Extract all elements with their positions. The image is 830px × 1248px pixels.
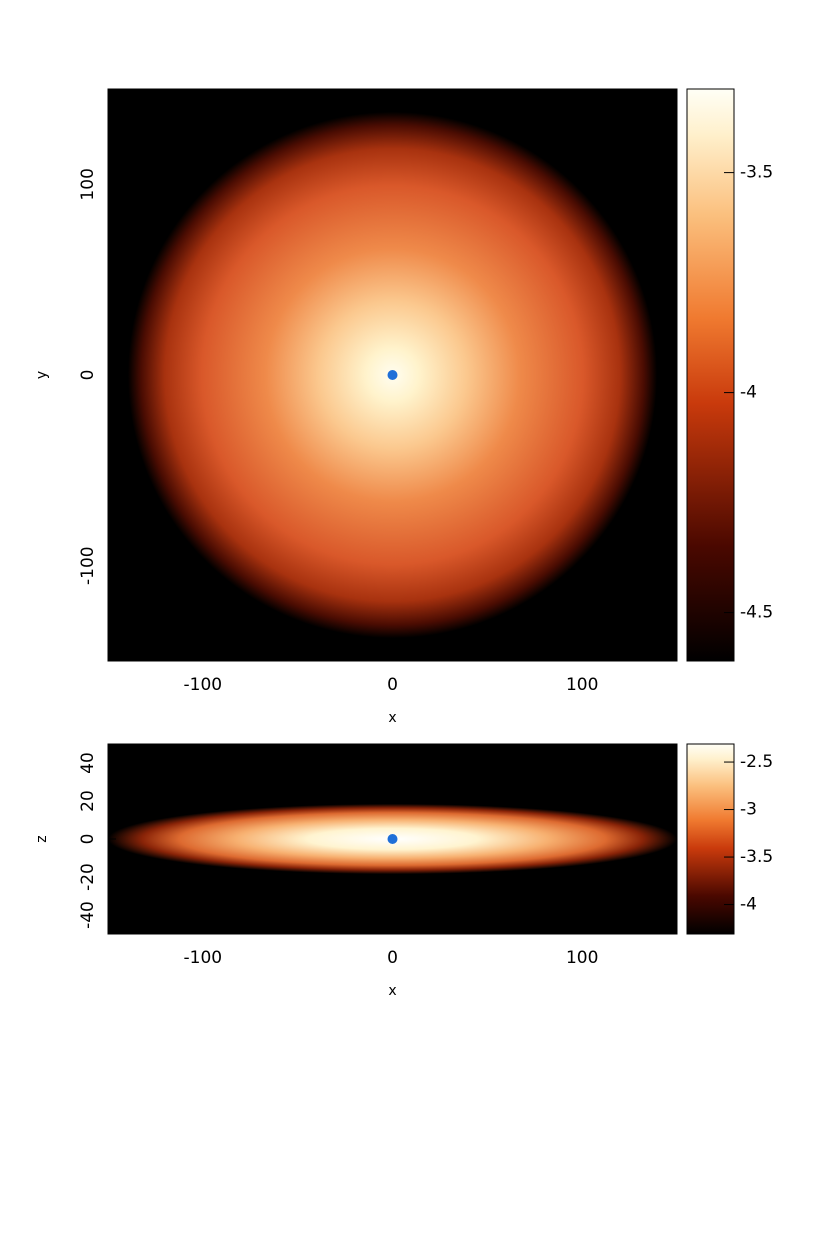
x-tick-label: 100 xyxy=(566,675,598,695)
colorbar-tick-label: -4 xyxy=(740,383,757,403)
colorbar xyxy=(686,743,735,935)
y-axis-label: y xyxy=(34,371,50,379)
y-tick-label: -40 xyxy=(78,901,98,929)
y-tick-label: -20 xyxy=(78,863,98,891)
x-tick-label: 0 xyxy=(387,948,398,968)
colorbar-tick-label: -3.5 xyxy=(740,847,773,867)
x-tick-label: 100 xyxy=(566,948,598,968)
plot-frame xyxy=(107,88,678,662)
colorbar-tick-label: -4.5 xyxy=(740,603,773,623)
y-tick-label: -100 xyxy=(78,546,98,585)
y-tick-label: 0 xyxy=(78,370,98,381)
y-axis-label: z xyxy=(34,835,50,842)
x-axis-label: x xyxy=(388,710,396,726)
center-point xyxy=(387,834,398,844)
y-tick-label: 20 xyxy=(78,790,98,812)
plot-frame xyxy=(107,743,678,935)
colorbar-tick-label: -2.5 xyxy=(740,752,773,772)
y-tick-label: 100 xyxy=(78,168,98,200)
x-tick-label: -100 xyxy=(184,948,223,968)
center-point xyxy=(387,370,398,380)
colorbar-tick-label: -3 xyxy=(740,800,757,820)
colorbar-tick-label: -3.5 xyxy=(740,163,773,183)
y-tick-label: 40 xyxy=(78,752,98,774)
x-axis-label: x xyxy=(388,983,396,999)
y-tick-label: 0 xyxy=(78,834,98,845)
x-tick-label: -100 xyxy=(184,675,223,695)
colorbar-tick-label: -4 xyxy=(740,895,757,915)
x-tick-label: 0 xyxy=(387,675,398,695)
colorbar xyxy=(686,88,735,662)
